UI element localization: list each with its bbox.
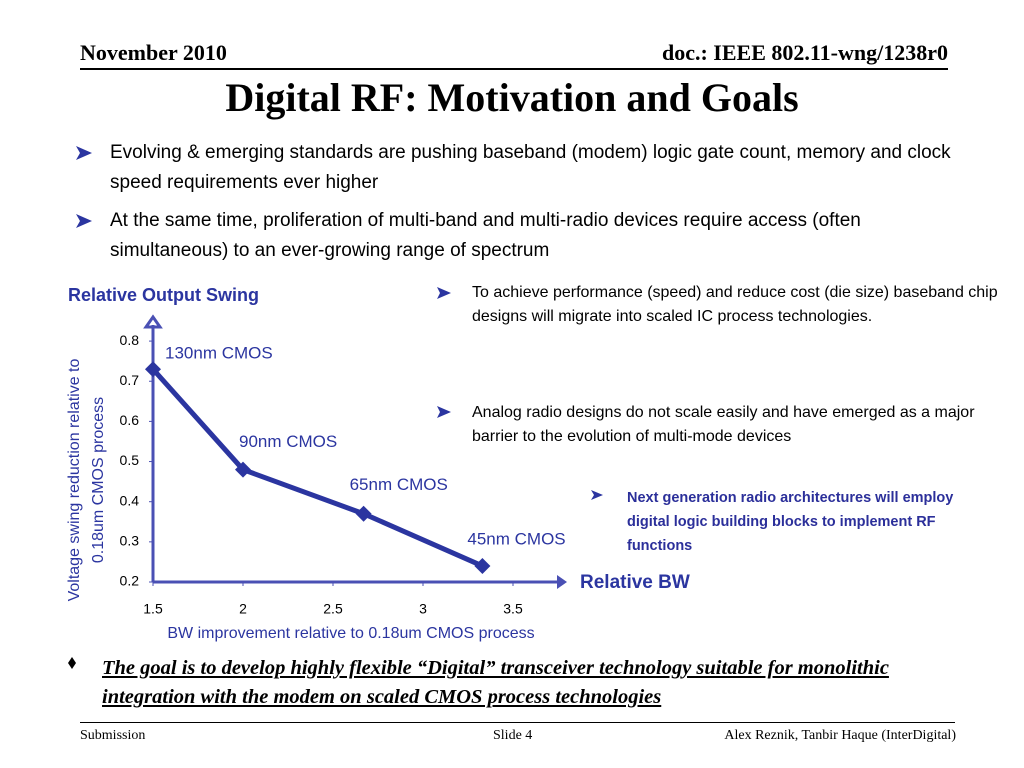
x-axis-arrow xyxy=(557,575,567,589)
bullet: Evolving & emerging standards are pushin… xyxy=(110,142,951,193)
footer-rule xyxy=(80,722,955,723)
y-tick-label: 0.2 xyxy=(120,573,140,589)
x-tick-label: 2 xyxy=(239,601,247,617)
bullet-icons xyxy=(76,146,603,500)
y-tick-label: 0.4 xyxy=(120,492,140,508)
data-point xyxy=(235,461,251,478)
header-doc: doc.: IEEE 802.11-wng/1238r0 xyxy=(661,40,948,65)
arrow-bullet xyxy=(437,406,451,418)
arrow-bullet xyxy=(76,214,92,228)
footer-center: Slide 4 xyxy=(493,728,533,743)
footer-right: Alex Reznik, Tanbir Haque (InterDigital) xyxy=(724,728,956,743)
point-label: 130nm CMOS xyxy=(165,344,273,363)
x-axis-label: BW improvement relative to 0.18um CMOS p… xyxy=(167,625,534,642)
goal: The goal is to develop highly flexible “… xyxy=(102,657,889,708)
header-date: November 2010 xyxy=(80,40,227,65)
side-bullet: Analog radio designs do not scale easily… xyxy=(472,404,975,445)
bullet: At the same time, proliferation of multi… xyxy=(110,210,861,261)
side-bullet: To achieve performance (speed) and reduc… xyxy=(472,284,998,325)
y-tick-label: 0.8 xyxy=(120,332,140,348)
data-line xyxy=(151,367,484,569)
data-point xyxy=(145,361,161,378)
x-tick-label: 3.5 xyxy=(503,601,523,617)
header-rule xyxy=(80,68,948,70)
x-axis-title: Relative BW xyxy=(580,572,690,593)
arrow-bullet xyxy=(76,146,92,160)
y-tick-label: 0.6 xyxy=(120,412,140,428)
y-tick-label: 0.3 xyxy=(120,533,140,549)
arrow-bullet xyxy=(437,287,451,299)
data-point xyxy=(355,505,372,522)
x-tick-label: 1.5 xyxy=(143,601,163,617)
chart-title: Relative Output Swing xyxy=(68,285,259,305)
x-tick-label: 2.5 xyxy=(323,601,343,617)
arrow-bullet xyxy=(591,490,603,500)
point-label: 90nm CMOS xyxy=(239,432,337,451)
y-tick-label: 0.5 xyxy=(120,452,140,468)
highlight: Next generation radio architectures will… xyxy=(627,490,954,554)
x-tick-label: 3 xyxy=(419,601,427,617)
diamond-bullet xyxy=(68,657,76,669)
y-tick-label: 0.7 xyxy=(120,372,140,388)
y-axis-arrow xyxy=(143,314,163,329)
data-point xyxy=(474,557,491,574)
y-axis-label: 0.18um CMOS process xyxy=(90,397,107,563)
point-label: 45nm CMOS xyxy=(467,529,565,548)
y-axis-label: Voltage swing reduction relative to xyxy=(66,358,83,601)
slide-title: Digital RF: Motivation and Goals xyxy=(225,75,799,120)
footer-left: Submission xyxy=(80,728,146,743)
point-label: 65nm CMOS xyxy=(350,475,448,494)
